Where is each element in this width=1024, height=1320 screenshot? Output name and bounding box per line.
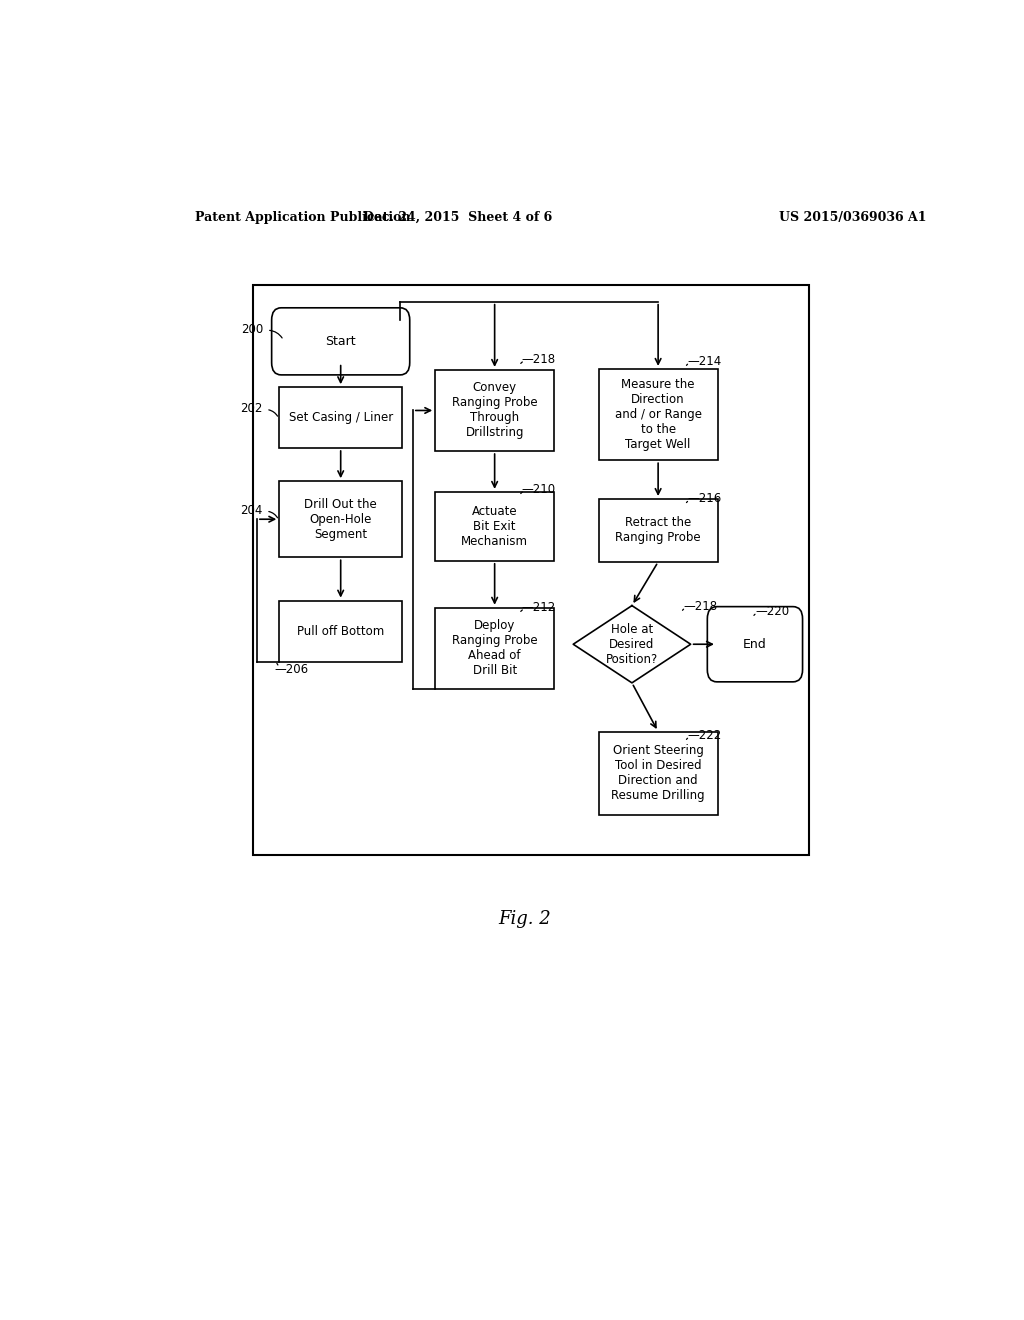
FancyBboxPatch shape: [435, 492, 554, 561]
Text: —218: —218: [521, 354, 556, 366]
Text: End: End: [743, 638, 767, 651]
Polygon shape: [573, 606, 690, 682]
FancyBboxPatch shape: [280, 387, 402, 447]
Text: US 2015/0369036 A1: US 2015/0369036 A1: [778, 211, 927, 224]
Text: —206: —206: [274, 663, 309, 676]
Text: —210: —210: [521, 483, 556, 496]
Text: 204: 204: [241, 503, 263, 516]
Text: Convey
Ranging Probe
Through
Drillstring: Convey Ranging Probe Through Drillstring: [452, 381, 538, 440]
Text: Actuate
Bit Exit
Mechanism: Actuate Bit Exit Mechanism: [461, 504, 528, 548]
Text: 202: 202: [241, 401, 263, 414]
FancyBboxPatch shape: [708, 607, 803, 682]
FancyBboxPatch shape: [435, 370, 554, 451]
Text: —216: —216: [687, 492, 722, 506]
Text: Measure the
Direction
and / or Range
to the
Target Well: Measure the Direction and / or Range to …: [614, 378, 701, 451]
FancyBboxPatch shape: [253, 285, 809, 854]
Text: —218: —218: [684, 601, 718, 612]
Text: Deploy
Ranging Probe
Ahead of
Drill Bit: Deploy Ranging Probe Ahead of Drill Bit: [452, 619, 538, 677]
FancyBboxPatch shape: [271, 308, 410, 375]
Text: Pull off Bottom: Pull off Bottom: [297, 624, 384, 638]
Text: —214: —214: [687, 355, 722, 368]
Text: 200: 200: [241, 322, 263, 335]
Text: Patent Application Publication: Patent Application Publication: [196, 211, 411, 224]
Text: —220: —220: [755, 605, 790, 618]
Text: —222: —222: [687, 729, 722, 742]
Text: Fig. 2: Fig. 2: [499, 909, 551, 928]
Text: —212: —212: [521, 601, 556, 614]
Text: Hole at
Desired
Position?: Hole at Desired Position?: [606, 623, 658, 665]
Text: Retract the
Ranging Probe: Retract the Ranging Probe: [615, 516, 701, 544]
FancyBboxPatch shape: [280, 601, 402, 661]
Text: Set Casing / Liner: Set Casing / Liner: [289, 411, 393, 424]
Text: Dec. 24, 2015  Sheet 4 of 6: Dec. 24, 2015 Sheet 4 of 6: [362, 211, 552, 224]
FancyBboxPatch shape: [599, 731, 718, 814]
FancyBboxPatch shape: [599, 368, 718, 461]
FancyBboxPatch shape: [599, 499, 718, 562]
FancyBboxPatch shape: [280, 480, 402, 557]
FancyBboxPatch shape: [435, 607, 554, 689]
Text: Start: Start: [326, 335, 356, 348]
Text: Orient Steering
Tool in Desired
Direction and
Resume Drilling: Orient Steering Tool in Desired Directio…: [611, 744, 705, 803]
Text: Drill Out the
Open-Hole
Segment: Drill Out the Open-Hole Segment: [304, 498, 377, 541]
